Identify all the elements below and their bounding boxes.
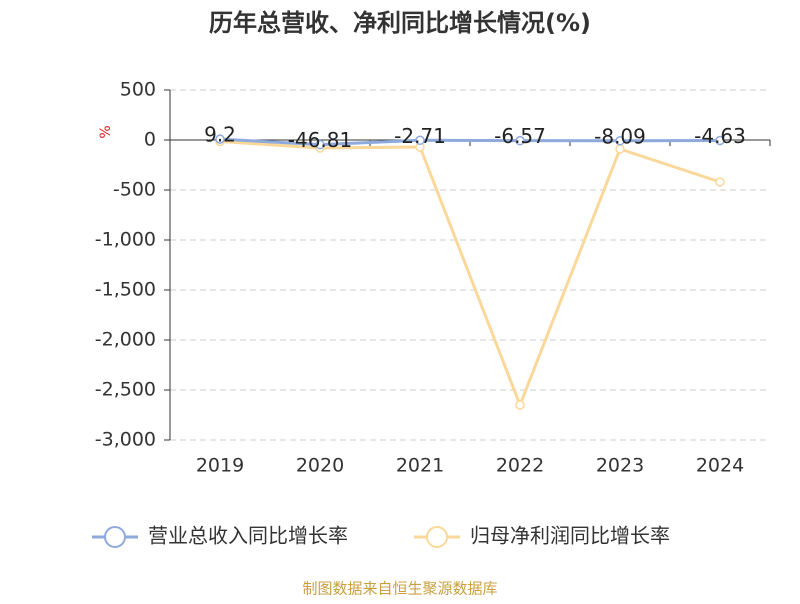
data-point xyxy=(615,136,625,146)
y-tick-label: -2,000 xyxy=(95,329,156,351)
legend-label: 营业总收入同比增长率 xyxy=(148,524,348,548)
data-label: -2.71 xyxy=(394,124,446,148)
x-tick-label: 2019 xyxy=(196,455,244,477)
x-tick-label: 2021 xyxy=(396,455,444,477)
y-unit: % xyxy=(98,125,114,138)
y-tick-label: 0 xyxy=(144,129,156,151)
y-tick-label: -2,500 xyxy=(95,379,156,401)
data-point xyxy=(715,135,725,146)
x-tick-label: 2020 xyxy=(296,455,344,477)
legend-label: 归母净利润同比增长率 xyxy=(470,524,670,548)
x-tick-label: 2023 xyxy=(596,455,644,477)
data-point xyxy=(315,139,325,150)
data-label: -8.09 xyxy=(594,124,646,148)
y-tick-label: -1,000 xyxy=(95,229,156,251)
data-point xyxy=(715,177,725,187)
data-point xyxy=(415,135,425,146)
x-tick-label: 2024 xyxy=(696,455,744,477)
legend-marker xyxy=(104,526,126,548)
data-point xyxy=(515,135,525,146)
y-tick-label: -3,000 xyxy=(95,429,156,451)
y-tick-label: -1,500 xyxy=(95,279,156,301)
data-label: 9.2 xyxy=(204,123,236,147)
y-tick-label: 500 xyxy=(120,79,156,101)
footer: 制图数据来自恒生聚源数据库 xyxy=(302,580,497,598)
x-tick-label: 2022 xyxy=(496,455,544,477)
y-tick-label: -500 xyxy=(113,179,156,201)
legend-marker xyxy=(426,526,448,548)
chart-title: 历年总营收、净利同比增长情况(%) xyxy=(209,9,591,37)
data-point xyxy=(515,400,525,410)
data-point xyxy=(215,134,225,144)
series-line xyxy=(219,137,721,147)
data-label: -46.81 xyxy=(288,128,352,152)
series-line xyxy=(219,140,721,410)
data-label: -4.63 xyxy=(694,124,746,148)
data-label: -6.57 xyxy=(494,124,546,148)
